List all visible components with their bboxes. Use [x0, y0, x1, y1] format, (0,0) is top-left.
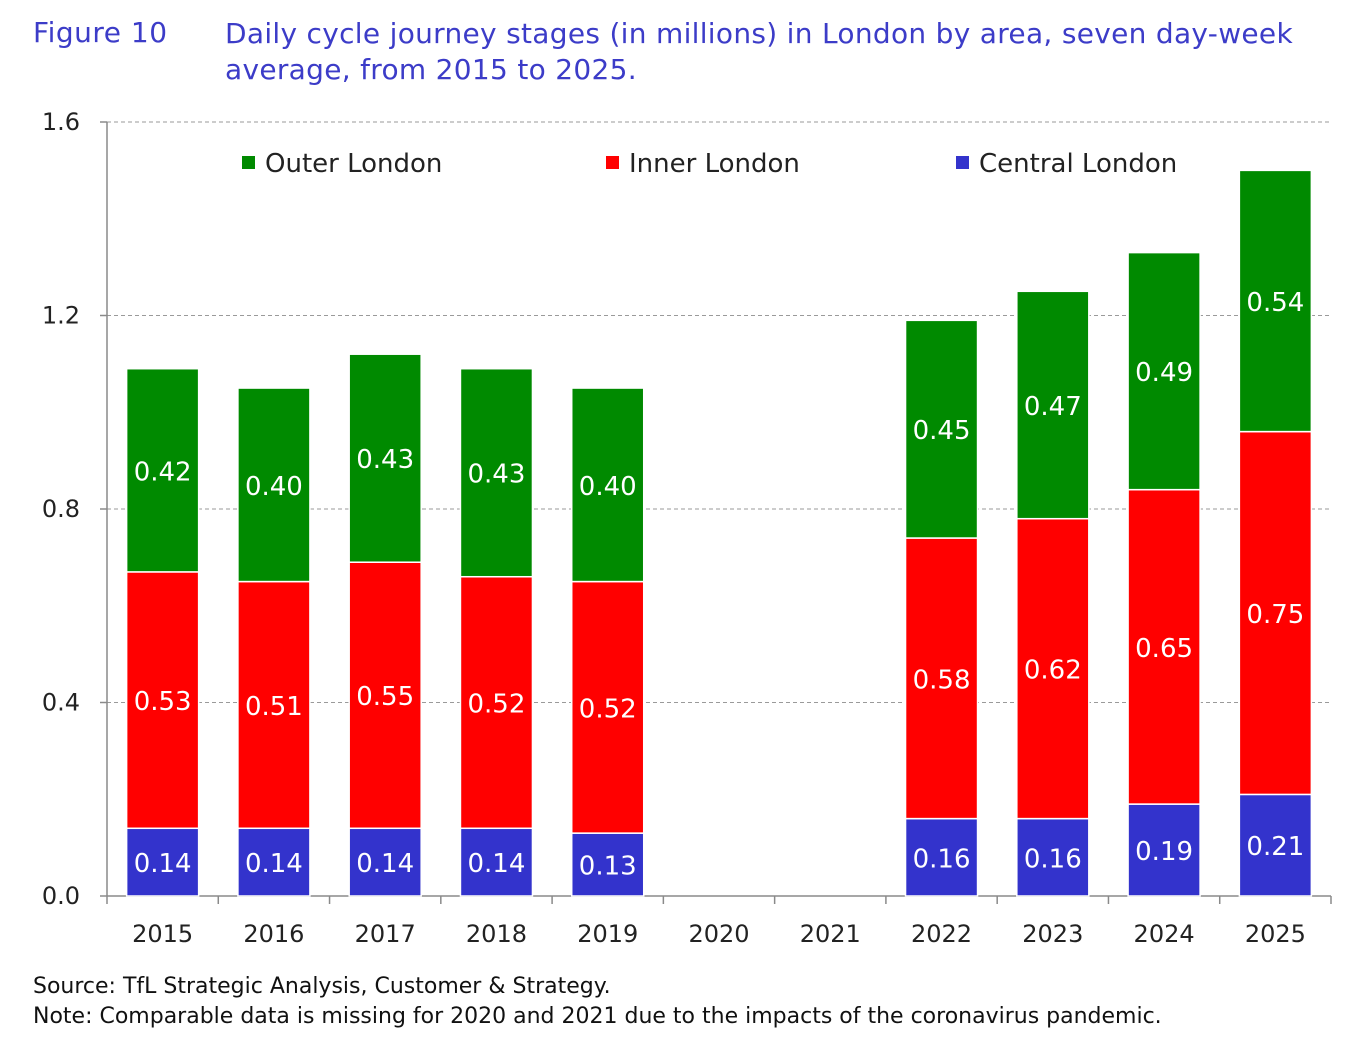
bar-central-london-2018	[459, 827, 534, 897]
data-label: 0.52	[468, 690, 526, 720]
data-label: 0.51	[245, 692, 303, 722]
data-label: 0.14	[468, 849, 526, 879]
x-tick-label-2024: 2024	[1134, 920, 1195, 948]
x-tick-label-2019: 2019	[577, 920, 638, 948]
data-label: 0.52	[579, 694, 637, 724]
figure-header: Figure 10 Daily cycle journey stages (in…	[33, 16, 1333, 96]
y-tick-label: 1.2	[42, 302, 80, 330]
bar-inner-london-2017	[348, 561, 422, 830]
bar-outer-london-2023	[1016, 290, 1090, 520]
data-label: 0.54	[1246, 288, 1304, 318]
bar-outer-london-2015	[125, 367, 200, 573]
y-tick-label: 1.6	[42, 108, 80, 136]
bar-inner-london-2023	[1016, 517, 1090, 820]
x-tick-label-2017: 2017	[355, 920, 416, 948]
data-label: 0.47	[1024, 392, 1082, 422]
data-label: 0.55	[356, 682, 414, 712]
x-tick-label-2015: 2015	[132, 920, 193, 948]
bar-central-london-2022	[904, 817, 979, 897]
legend-label-outer-london: Outer London	[265, 149, 442, 179]
missing-data-note: Note: Comparable data is missing for 202…	[33, 1004, 1162, 1029]
bar-inner-london-2018	[459, 575, 534, 830]
data-label: 0.62	[1024, 656, 1082, 686]
chart-footer: Source: TfL Strategic Analysis, Customer…	[33, 972, 1162, 1032]
data-label: 0.14	[134, 849, 192, 879]
data-label: 0.16	[1024, 844, 1082, 874]
bar-central-london-2023	[1016, 817, 1090, 897]
bar-central-london-2019	[570, 832, 645, 897]
bar-outer-london-2018	[459, 367, 534, 578]
bar-outer-london-2016	[237, 387, 311, 583]
x-tick-label-2018: 2018	[466, 920, 527, 948]
data-label: 0.13	[579, 852, 637, 882]
bar-central-london-2024	[1127, 803, 1201, 897]
data-label: 0.43	[468, 460, 526, 490]
figure-title: Daily cycle journey stages (in millions)…	[225, 17, 1293, 86]
bar-central-london-2016	[237, 827, 311, 897]
source-note: Source: TfL Strategic Analysis, Customer…	[33, 974, 611, 999]
bar-central-london-2017	[348, 827, 422, 897]
data-label: 0.21	[1246, 832, 1304, 862]
legend-swatch-inner-london	[606, 156, 619, 169]
x-tick-label-2021: 2021	[800, 920, 861, 948]
x-tick-label-2020: 2020	[688, 920, 749, 948]
bar-outer-london-2017	[348, 353, 422, 563]
x-tick-label-2025: 2025	[1245, 920, 1306, 948]
data-label: 0.19	[1135, 837, 1193, 867]
y-tick-label: 0.8	[42, 495, 80, 523]
y-tick-label: 0.0	[42, 882, 80, 910]
x-tick-label-2016: 2016	[243, 920, 304, 948]
bar-outer-london-2022	[904, 319, 979, 539]
data-label: 0.16	[913, 844, 971, 874]
legend-swatch-outer-london	[242, 156, 255, 169]
data-label: 0.65	[1135, 634, 1193, 664]
data-label: 0.58	[913, 665, 971, 695]
data-label: 0.45	[913, 416, 971, 446]
x-tick-label-2022: 2022	[911, 920, 972, 948]
data-label: 0.14	[245, 849, 303, 879]
bar-central-london-2015	[125, 827, 200, 897]
bar-inner-london-2016	[237, 580, 311, 830]
data-label: 0.75	[1246, 600, 1304, 630]
data-label: 0.40	[579, 472, 637, 502]
data-label: 0.43	[356, 445, 414, 475]
data-label: 0.42	[134, 457, 192, 487]
data-label: 0.49	[1135, 358, 1193, 388]
legend-label-inner-london: Inner London	[629, 149, 800, 179]
bar-inner-london-2024	[1127, 488, 1201, 805]
bar-central-london-2025	[1238, 793, 1313, 897]
figure-label: Figure 10	[33, 16, 168, 49]
bar-outer-london-2019	[570, 387, 645, 583]
x-tick-label-2023: 2023	[1022, 920, 1083, 948]
legend-swatch-central-london	[956, 156, 969, 169]
bar-outer-london-2025	[1238, 169, 1313, 433]
data-label: 0.14	[356, 849, 414, 879]
y-tick-label: 0.4	[42, 689, 80, 717]
data-label: 0.53	[134, 687, 192, 717]
bar-outer-london-2024	[1127, 251, 1201, 491]
bar-inner-london-2019	[570, 580, 645, 834]
data-label: 0.40	[245, 472, 303, 502]
legend-label-central-london: Central London	[979, 149, 1177, 179]
bar-inner-london-2015	[125, 571, 200, 830]
stacked-bar-chart: 0.0 0.4 0.8 1.2 1.6 2015 2016 2017 2018 2019 2020 2…	[42, 108, 1332, 948]
